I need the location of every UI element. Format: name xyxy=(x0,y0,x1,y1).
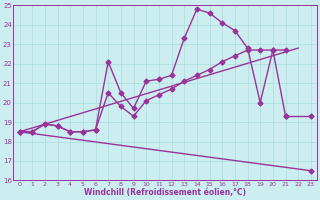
X-axis label: Windchill (Refroidissement éolien,°C): Windchill (Refroidissement éolien,°C) xyxy=(84,188,246,197)
